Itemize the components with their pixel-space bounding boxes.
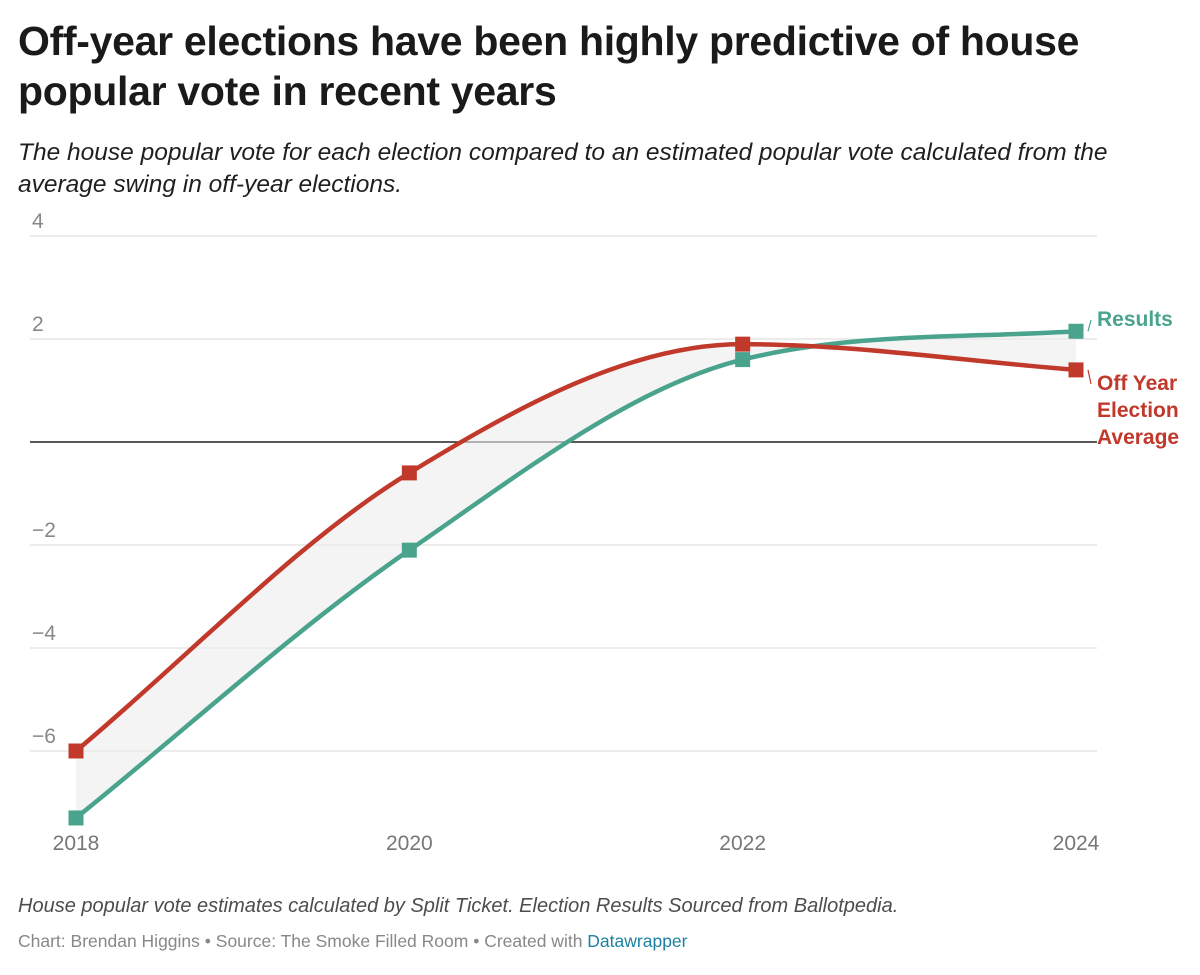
data-point-marker xyxy=(735,336,751,352)
off-year-series-label: Off Year xyxy=(1097,372,1177,395)
x-tick-label: 2020 xyxy=(386,832,433,855)
results-series-label: Results xyxy=(1097,308,1173,331)
series-label-leader xyxy=(1087,369,1092,385)
credit-author: Chart: Brendan Higgins xyxy=(18,931,200,951)
y-tick-label: −4 xyxy=(32,622,56,645)
x-tick-label: 2018 xyxy=(53,832,100,855)
series-line xyxy=(73,341,1079,754)
data-point-marker xyxy=(1068,323,1084,339)
series-lines xyxy=(73,329,1079,821)
axis-ticks: 4 2 −2 −4 −6 2018 2020 2022 2024 xyxy=(32,210,1100,855)
credit-separator: • xyxy=(468,931,485,951)
y-tick-label: 4 xyxy=(32,210,44,233)
data-point-marker xyxy=(1068,362,1084,378)
series-markers xyxy=(68,323,1084,826)
off-year-series-label: Average xyxy=(1097,426,1179,449)
credit-created: Created with xyxy=(484,931,588,951)
y-tick-label: 2 xyxy=(32,313,44,336)
series-labels: Results Off Year Election Average xyxy=(1087,308,1179,449)
credit-separator: • xyxy=(199,931,216,951)
x-tick-label: 2024 xyxy=(1053,832,1100,855)
data-point-marker xyxy=(735,352,751,368)
data-point-marker xyxy=(401,465,417,481)
difference-band xyxy=(76,331,1076,818)
credit-source: Source: The Smoke Filled Room xyxy=(215,931,469,951)
y-tick-label: −6 xyxy=(32,725,56,748)
chart-credits: Chart: Brendan Higgins • Source: The Smo… xyxy=(18,931,688,952)
x-tick-label: 2022 xyxy=(719,832,766,855)
data-point-marker xyxy=(68,743,84,759)
series-line xyxy=(73,329,1079,821)
data-point-marker xyxy=(401,542,417,558)
y-tick-label: −2 xyxy=(32,519,56,542)
off-year-series-label: Election xyxy=(1097,399,1179,422)
chart-subtitle: The house popular vote for each election… xyxy=(18,139,1108,198)
chart-notes: House popular vote estimates calculated … xyxy=(18,895,899,917)
data-point-marker xyxy=(68,810,84,826)
line-chart: Results Off Year Election Average 4 2 −2 −4 −6 2… xyxy=(30,210,1179,855)
series-label-leader xyxy=(1087,319,1092,332)
chart-title: Off-year elections have been highly pred… xyxy=(18,18,1080,114)
datawrapper-link[interactable]: Datawrapper xyxy=(587,931,688,951)
difference-band-area xyxy=(76,331,1076,818)
